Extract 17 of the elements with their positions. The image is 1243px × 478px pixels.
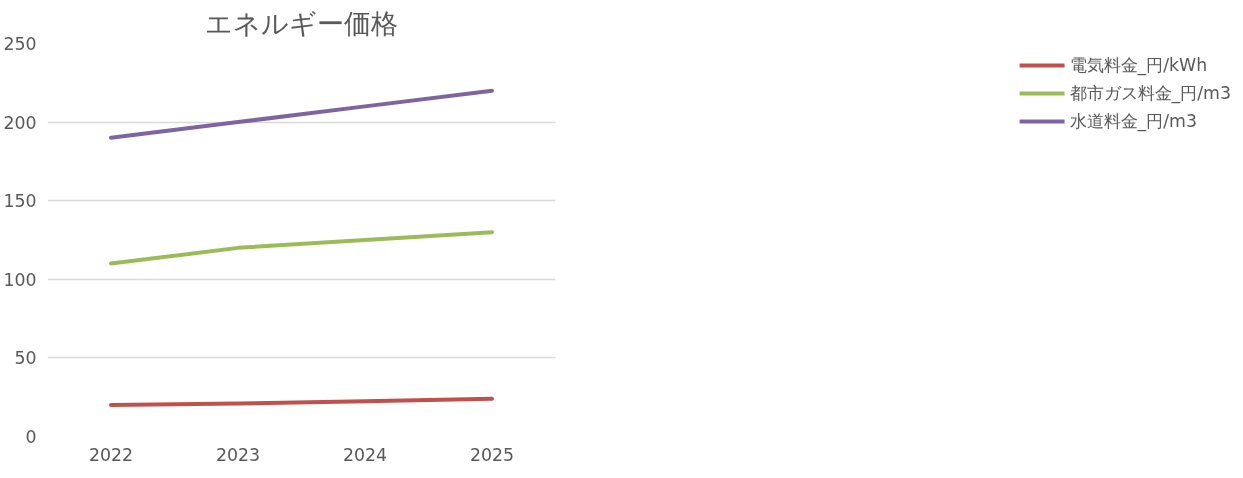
chart-title: エネルギー価格 [205, 7, 398, 39]
y-tick-label: 100 [3, 269, 37, 290]
y-tick-label: 150 [3, 191, 37, 212]
legend-label: 都市ガス料金_円/m3 [1069, 82, 1231, 105]
legend-label: 電気料金_円/kWh [1069, 54, 1208, 77]
x-tick-label: 2023 [215, 444, 261, 465]
y-tick-label: 50 [14, 348, 37, 369]
y-tick-label: 250 [3, 34, 37, 54]
x-tick-label: 2024 [342, 444, 388, 465]
line-series [109, 396, 494, 408]
x-tick-label: 2025 [469, 444, 515, 465]
line-series [109, 88, 494, 140]
y-tick-label: 0 [25, 427, 37, 447]
line-series [109, 230, 494, 266]
y-tick-label: 200 [3, 112, 37, 133]
x-tick-label: 2022 [88, 444, 134, 465]
legend-label: 水道料金_円/m3 [1069, 110, 1197, 133]
